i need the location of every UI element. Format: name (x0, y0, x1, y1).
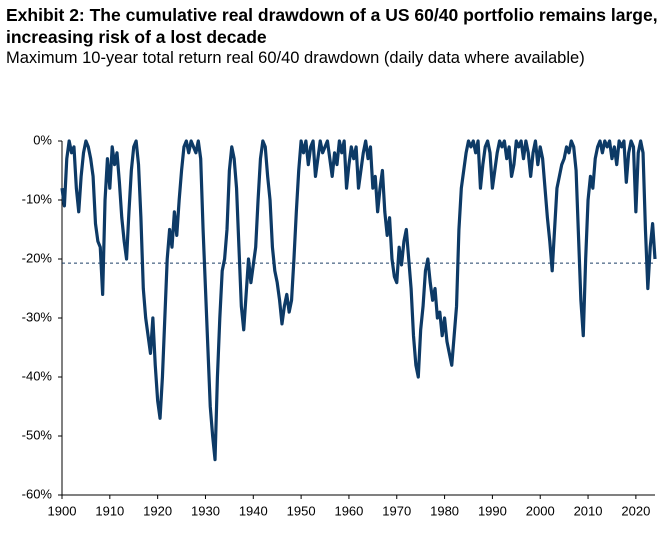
x-tick-label: 1970 (382, 503, 411, 518)
y-tick-label: 0% (33, 132, 52, 147)
y-tick-label: -30% (22, 309, 53, 324)
x-tick-label: 2020 (621, 503, 650, 518)
x-tick-label: 2010 (574, 503, 603, 518)
y-tick-label: -10% (22, 191, 53, 206)
y-tick-label: -60% (22, 486, 53, 501)
x-tick-label: 1910 (95, 503, 124, 518)
y-tick-label: -20% (22, 250, 53, 265)
x-tick-label: 1980 (430, 503, 459, 518)
y-tick-label: -50% (22, 427, 53, 442)
x-tick-label: 1960 (334, 503, 363, 518)
chart-subtitle: Maximum 10-year total return real 60/40 … (6, 49, 585, 67)
y-tick-label: -40% (22, 368, 53, 383)
series-line (60, 139, 657, 462)
x-tick-label: 1900 (48, 503, 77, 518)
x-tick-label: 1990 (478, 503, 507, 518)
chart-title: Exhibit 2: The cumulative real drawdown … (6, 5, 658, 47)
x-tick-label: 1930 (191, 503, 220, 518)
x-tick-label: 1950 (287, 503, 316, 518)
x-tick-label: 1920 (143, 503, 172, 518)
x-tick-label: 2000 (526, 503, 555, 518)
x-tick-label: 1940 (239, 503, 268, 518)
